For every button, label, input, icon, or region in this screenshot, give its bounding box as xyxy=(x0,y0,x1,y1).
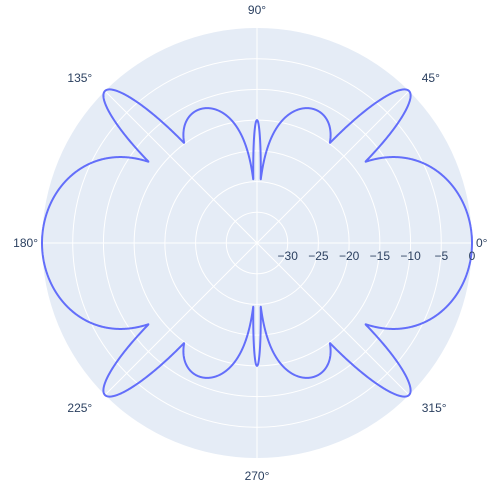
radial-tick-label: −20 xyxy=(339,249,360,263)
radial-tick-label: −30 xyxy=(278,249,299,263)
angular-tick-label: 180° xyxy=(13,236,38,250)
radial-tick-label: −15 xyxy=(370,249,391,263)
angular-grid-line xyxy=(256,242,410,396)
angular-grid-line xyxy=(104,242,258,396)
radial-tick-label: −10 xyxy=(400,249,421,263)
angular-tick-label: 90° xyxy=(248,3,266,17)
angular-grid-line xyxy=(104,90,258,244)
radial-tick-label: −5 xyxy=(434,249,448,263)
angular-tick-label: 225° xyxy=(67,401,92,415)
angular-tick-label: 0° xyxy=(476,236,488,250)
radial-tick-label: 0 xyxy=(469,249,476,263)
angular-tick-label: 270° xyxy=(245,469,270,483)
angular-grid-line xyxy=(256,90,410,244)
polar-grid xyxy=(42,28,472,458)
angular-tick-label: 315° xyxy=(422,401,447,415)
series-line xyxy=(41,88,473,398)
angular-axis-labels: 0° 45° 90° 135° 180° 225° 270° 315° xyxy=(13,3,488,483)
polar-trace xyxy=(41,88,473,398)
radial-tick-label: −25 xyxy=(308,249,329,263)
angular-tick-label: 45° xyxy=(422,71,440,85)
angular-tick-label: 135° xyxy=(67,71,92,85)
radial-axis-labels: −30 −25 −20 −15 −10 −5 0 xyxy=(278,249,476,263)
